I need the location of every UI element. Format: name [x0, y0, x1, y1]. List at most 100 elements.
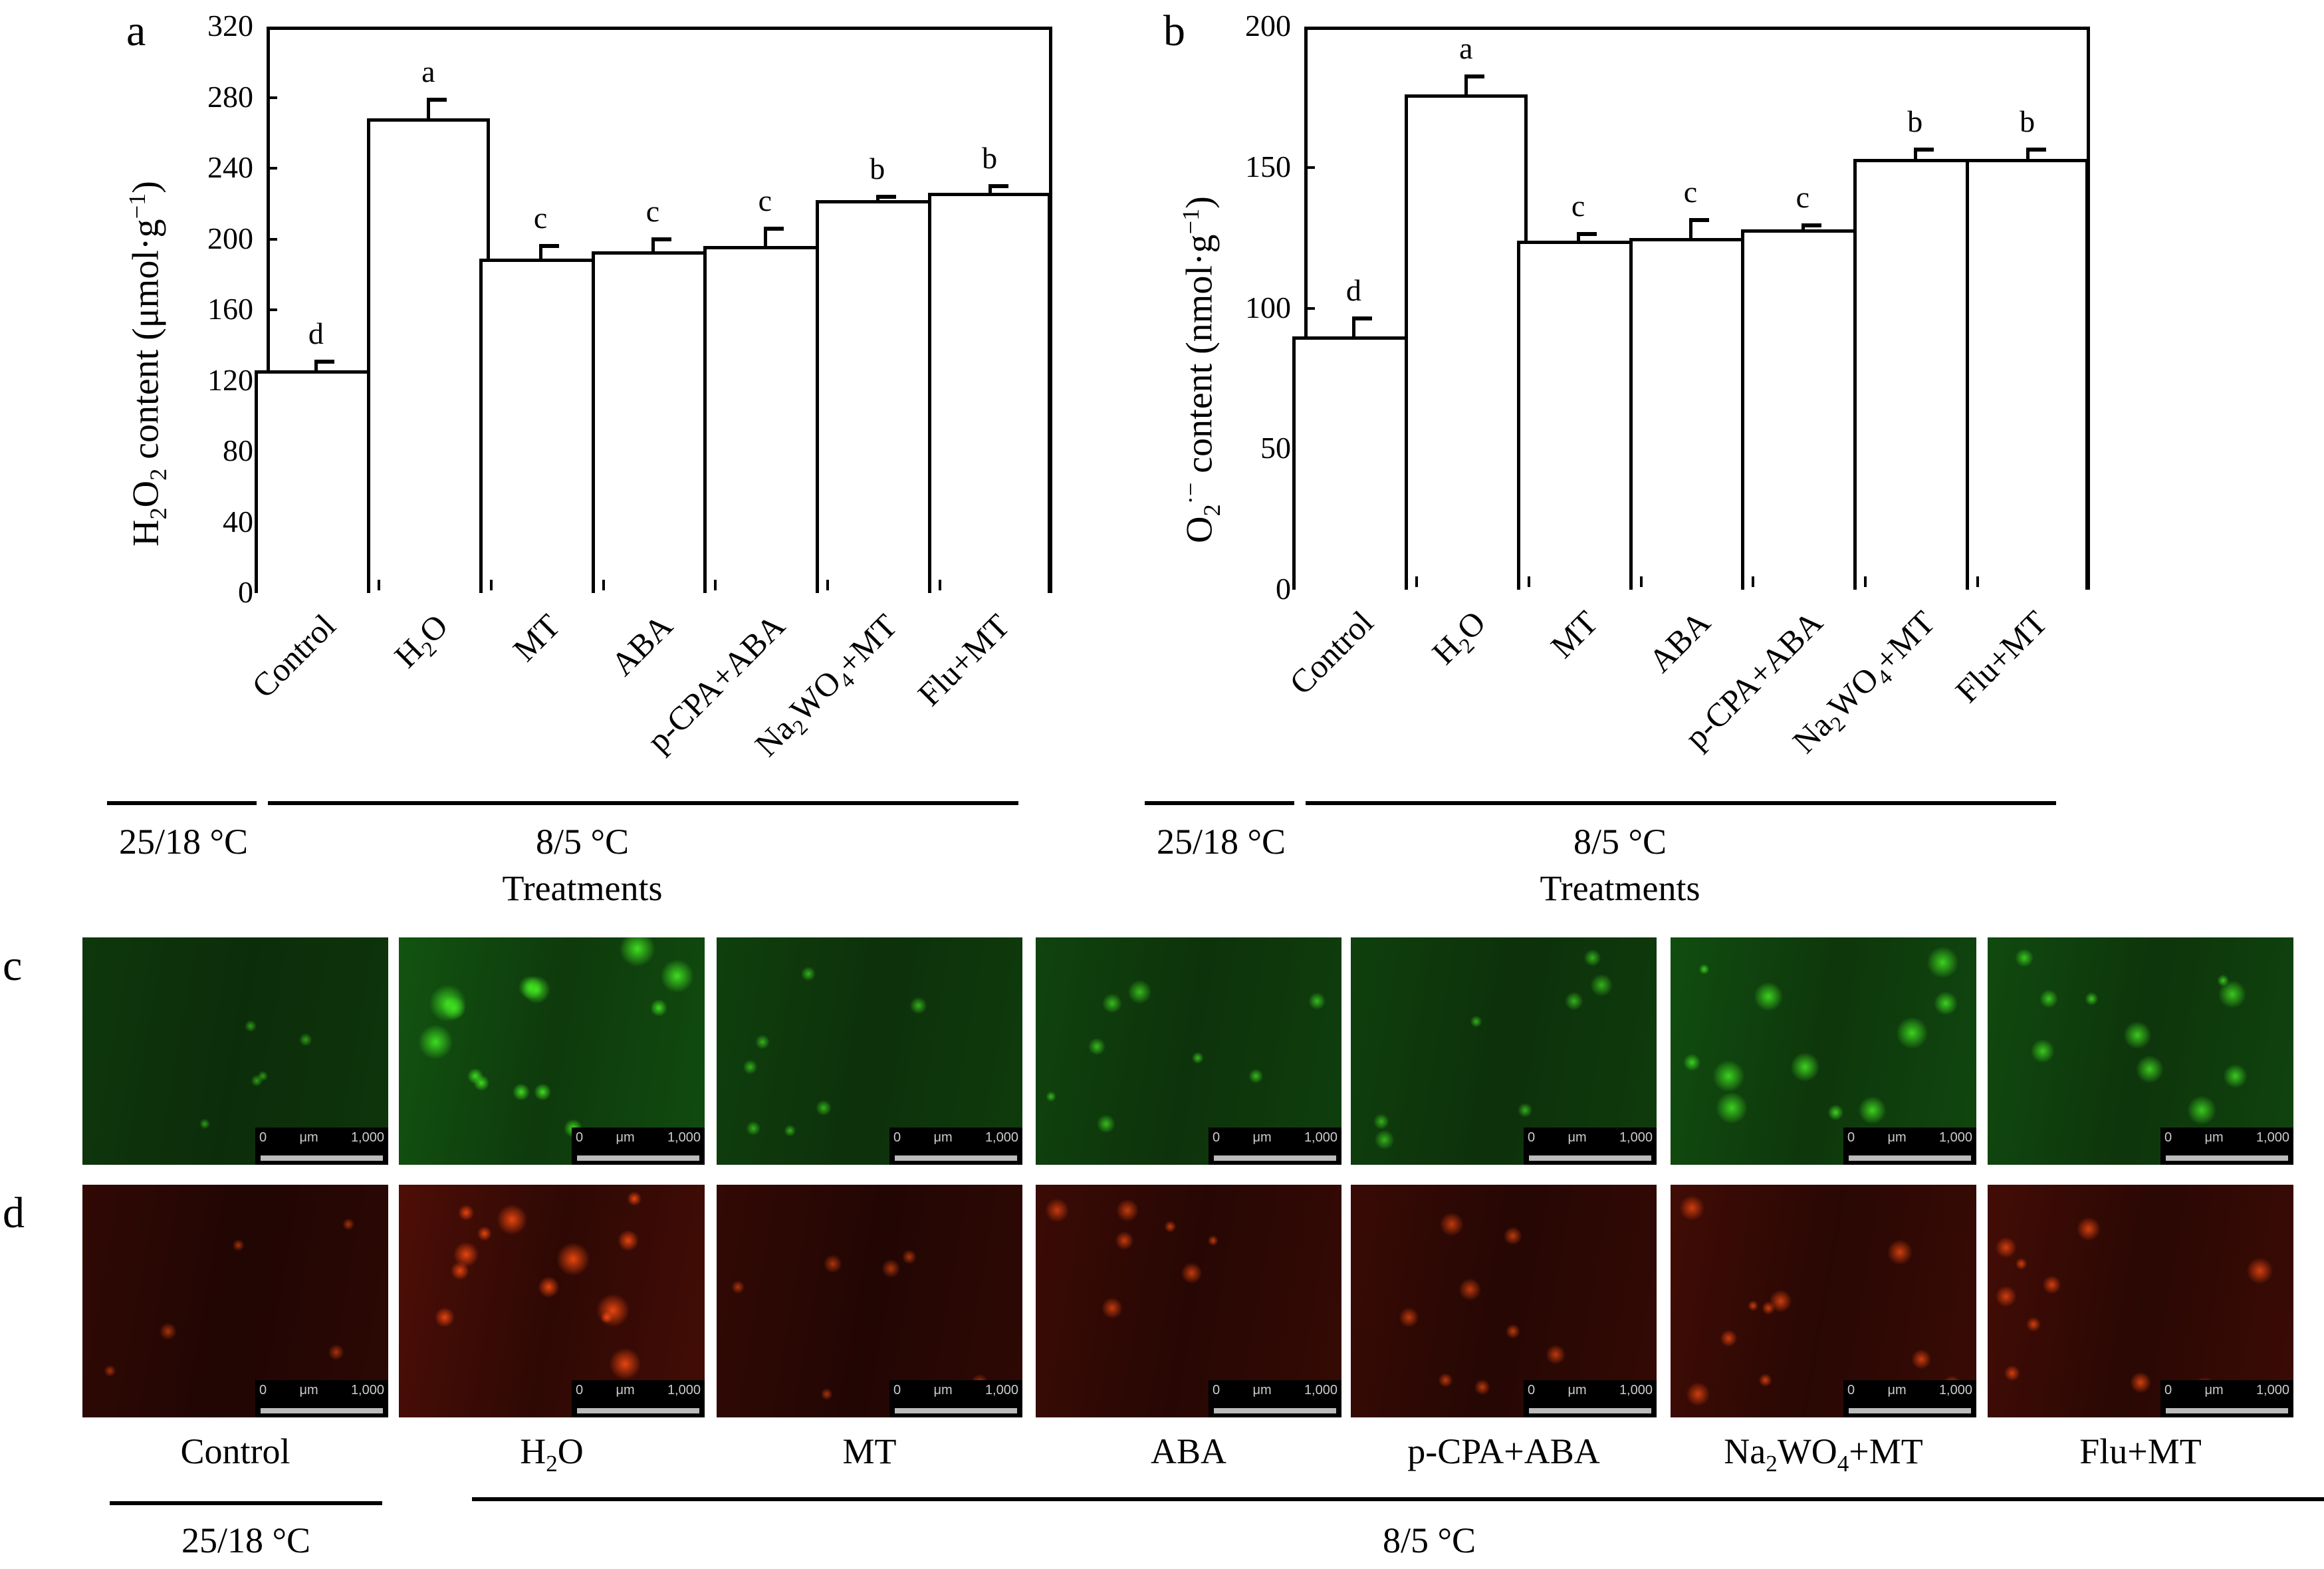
- error-bar: [539, 244, 543, 259]
- group-line-cold-bottom: [472, 1497, 2324, 1501]
- micrograph-label: ABA: [1150, 1431, 1226, 1471]
- scale-bar-ruler: [2166, 1408, 2288, 1413]
- temperature-label-control-bottom: 25/18 °C: [181, 1520, 311, 1560]
- scale-unit: μm: [933, 1130, 953, 1145]
- x-tick: [1752, 576, 1755, 587]
- scale-bar-text: 0 μm 1,000: [1847, 1130, 1972, 1146]
- group-line-cold: [1306, 801, 2056, 805]
- scale-unit: μm: [933, 1383, 953, 1397]
- scale-start: 0: [1213, 1130, 1220, 1145]
- scale-bar-text: 0 μm 1,000: [576, 1130, 701, 1146]
- bar-b: [1966, 159, 2089, 590]
- significance-letter: a: [1459, 31, 1473, 65]
- y-tick: [267, 96, 277, 99]
- scale-bar-text: 0 μm 1,000: [576, 1383, 701, 1398]
- y-tick-label: 200: [1245, 9, 1291, 43]
- error-cap: [427, 97, 447, 102]
- bar-b: [1741, 229, 1865, 590]
- micrograph-c-1: 0 μm 1,000: [82, 937, 388, 1165]
- temperature-label-control: 25/18 °C: [118, 822, 249, 862]
- scale-bar-text: 0 μm 1,000: [259, 1383, 384, 1398]
- error-bar: [1577, 232, 1581, 241]
- scale-bar-ruler: [577, 1408, 699, 1413]
- x-tick: [1864, 576, 1867, 587]
- temperature-label-control: 25/18 °C: [1156, 822, 1286, 862]
- scale-unit: μm: [2204, 1130, 2224, 1145]
- x-tick: [826, 580, 830, 590]
- scale-unit: μm: [616, 1130, 635, 1145]
- micrograph-d-2: 0 μm 1,000: [399, 1185, 705, 1417]
- x-tick-label: p-CPA+ABA: [639, 606, 792, 759]
- scale-bar-text: 0 μm 1,000: [1847, 1383, 1972, 1398]
- scale-unit: μm: [1568, 1383, 1587, 1397]
- scale-unit: μm: [1568, 1130, 1587, 1145]
- y-axis-label: H2O2 content (μmol·g−1): [124, 181, 172, 546]
- scale-end: 1,000: [1304, 1130, 1337, 1145]
- significance-letter: a: [421, 54, 435, 88]
- error-bar: [314, 359, 318, 370]
- scale-start: 0: [2164, 1130, 2172, 1145]
- scale-bar-ruler: [1849, 1155, 1971, 1161]
- micrograph-label: p-CPA+ABA: [1407, 1431, 1600, 1471]
- x-axis-title: Treatments: [1540, 868, 1700, 908]
- micrograph-d-5: 0 μm 1,000: [1351, 1185, 1657, 1417]
- bar-a: [928, 193, 1052, 593]
- scale-bar-text: 0 μm 1,000: [893, 1383, 1018, 1398]
- y-tick: [267, 167, 277, 170]
- scale-unit: μm: [1887, 1383, 1907, 1397]
- scale-bar-ruler: [261, 1408, 383, 1413]
- error-bar: [988, 183, 992, 193]
- y-tick-label: 100: [1245, 290, 1291, 324]
- group-line-control: [107, 801, 257, 805]
- significance-letter: c: [533, 201, 548, 235]
- scale-start: 0: [893, 1130, 901, 1145]
- significance-letter: d: [1345, 273, 1361, 308]
- error-bar: [763, 226, 767, 247]
- error-bar: [651, 237, 655, 252]
- group-line-control: [1145, 801, 1294, 805]
- y-tick-label: 50: [1260, 431, 1291, 465]
- bar-a: [703, 246, 827, 593]
- scale-bar-ruler: [1849, 1408, 1971, 1413]
- x-tick-label: ABA: [604, 606, 680, 683]
- scale-end: 1,000: [350, 1383, 384, 1397]
- bar-a: [254, 370, 378, 593]
- group-line-control-bottom: [110, 1501, 382, 1505]
- scale-start: 0: [893, 1383, 901, 1397]
- scale-bar-ruler: [895, 1408, 1017, 1413]
- x-tick: [1976, 576, 1980, 587]
- scale-unit: μm: [1887, 1130, 1907, 1145]
- micrograph-label: Na2WO4+MT: [1724, 1431, 1923, 1477]
- scale-start: 0: [2164, 1383, 2172, 1397]
- y-tick-label: 320: [207, 9, 253, 43]
- scale-end: 1,000: [350, 1130, 384, 1145]
- scale-start: 0: [576, 1130, 584, 1145]
- y-tick: [1304, 306, 1315, 310]
- scale-unit: μm: [1252, 1383, 1272, 1397]
- scale-bar-box: 0 μm 1,000: [572, 1380, 705, 1417]
- scale-end: 1,000: [667, 1130, 701, 1145]
- error-cap: [1801, 223, 1821, 228]
- x-tick: [1527, 576, 1530, 587]
- bar-b: [1516, 240, 1640, 590]
- scale-unit: μm: [299, 1130, 318, 1145]
- micrograph-d-1: 0 μm 1,000: [82, 1185, 388, 1417]
- scale-bar-box: 0 μm 1,000: [1524, 1380, 1657, 1417]
- scale-bar-ruler: [1214, 1408, 1336, 1413]
- error-cap: [1352, 316, 1373, 321]
- micrograph-c-7: 0 μm 1,000: [1988, 937, 2293, 1165]
- error-bar: [1352, 316, 1356, 336]
- micrograph-c-4: 0 μm 1,000: [1036, 937, 1341, 1165]
- x-tick: [714, 580, 717, 590]
- y-tick: [1304, 166, 1315, 169]
- error-cap: [1689, 217, 1709, 222]
- scale-bar-text: 0 μm 1,000: [1528, 1383, 1653, 1398]
- significance-letter: c: [1796, 180, 1810, 215]
- scale-bar-box: 0 μm 1,000: [1843, 1128, 1976, 1165]
- significance-letter: c: [758, 183, 772, 217]
- bar-a: [816, 199, 939, 593]
- scale-unit: μm: [299, 1383, 318, 1397]
- scale-bar-text: 0 μm 1,000: [893, 1130, 1018, 1146]
- error-cap: [314, 359, 335, 364]
- scale-start: 0: [259, 1130, 267, 1145]
